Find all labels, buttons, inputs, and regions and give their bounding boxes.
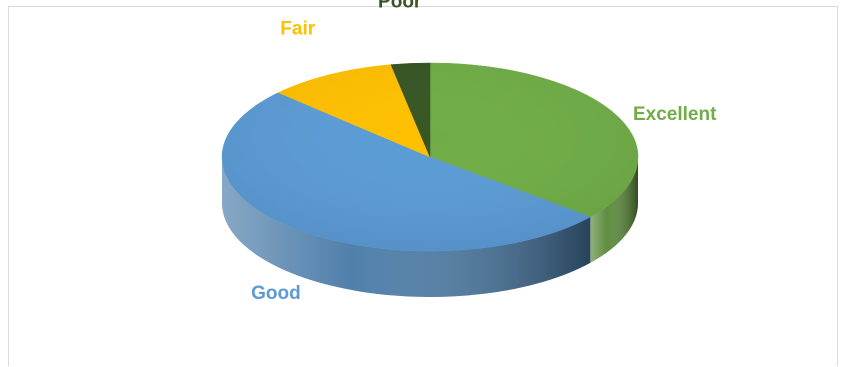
pie-side-layer <box>221 157 638 298</box>
label-excellent: Excellent <box>633 104 717 125</box>
label-fair: Fair <box>280 18 315 39</box>
pie-top-shading <box>222 63 638 251</box>
label-poor: Poor <box>378 0 422 13</box>
pie-side-shading <box>590 157 638 263</box>
pie-label-layer: Excellent Good Fair Poor <box>251 0 717 304</box>
label-good: Good <box>251 283 301 304</box>
pie-top-layer <box>221 62 639 252</box>
pie-side-shading <box>221 157 591 298</box>
